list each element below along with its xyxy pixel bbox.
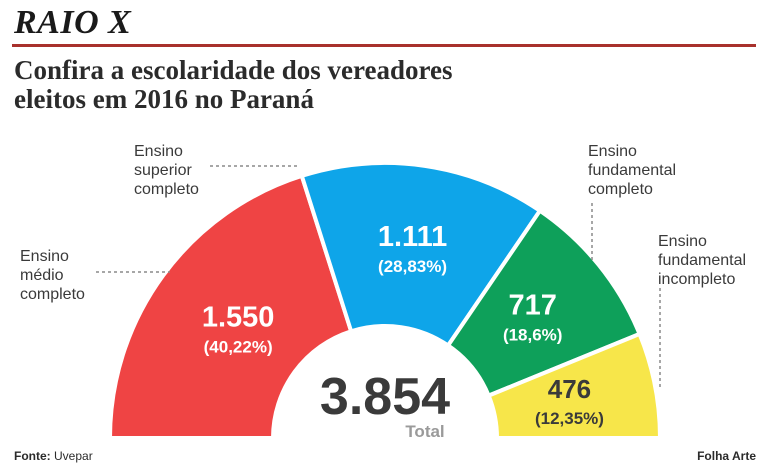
slice-fund-incompleto [486,331,663,440]
section-kicker: RAIO X [14,4,132,41]
slice-label-superior: Ensino superior completo [134,143,199,198]
credit-note: Folha Arte [697,449,756,463]
slice-medio [107,173,354,440]
total-value: 3.854 [320,368,450,426]
slice-value-fund-completo: 717 [509,289,557,321]
slice-label-medio: Ensino médio completo [20,248,85,303]
slice-value-fund-incompleto: 476 [548,374,591,404]
slice-percent-fund-completo: (18,6%) [503,325,563,344]
slice-value-superior: 1.111 [378,221,447,253]
slice-label-fund-completo: Ensino fundamental completo [588,143,677,198]
slice-value-medio: 1.550 [202,302,275,334]
slice-percent-fund-incompleto: (12,35%) [535,409,604,428]
chart-title: Confira a escolaridade dos vereadores el… [14,56,614,114]
title-line-1: Confira a escolaridade dos vereadores [14,55,453,85]
title-line-2: eleitos em 2016 no Paraná [14,84,314,114]
total-label: Total [405,422,444,441]
header-rule [12,44,756,47]
slice-percent-superior: (28,83%) [378,257,447,276]
slice-percent-medio: (40,22%) [204,338,273,357]
slice-label-fund-incompleto: Ensino fundamental incompleto [658,233,747,288]
slice-superior [299,161,543,349]
source-note: Fonte: Uvepar [14,449,93,463]
